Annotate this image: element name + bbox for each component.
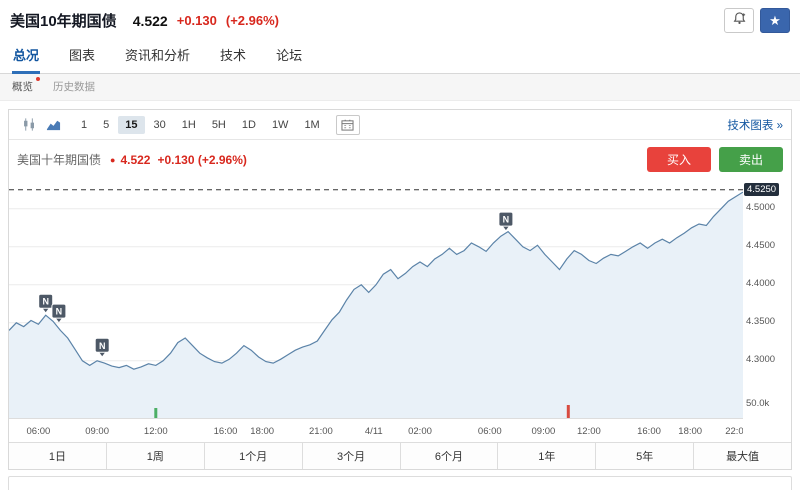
x-axis-label: 09:00 — [531, 426, 556, 437]
tech-chart-link[interactable]: 技术图表 » — [727, 119, 783, 132]
x-axis-label: 12:00 — [577, 426, 601, 437]
secondary-nav: 概览 历史数据 — [0, 74, 800, 101]
last-price: 4.522 — [132, 12, 168, 29]
tab-news-analysis[interactable]: 资讯和分析 — [125, 48, 191, 63]
x-axis-label: 12:00 — [143, 426, 168, 437]
range-1d[interactable]: 1日 — [9, 443, 107, 469]
range-5y[interactable]: 5年 — [596, 443, 695, 469]
interval-1d[interactable]: 1D — [241, 118, 256, 131]
x-axis-label: 18:00 — [250, 426, 275, 437]
watchlist-star-button[interactable]: ★ — [760, 8, 790, 33]
area-chart-icon — [46, 120, 60, 131]
tab-forum[interactable]: 论坛 — [276, 48, 303, 63]
tab-technical[interactable]: 技术 — [220, 48, 247, 63]
subtab-overview-label: 概览 — [12, 81, 33, 93]
interval-1h[interactable]: 1H — [181, 118, 196, 131]
tab-chart[interactable]: 图表 — [69, 48, 96, 63]
svg-text:N: N — [503, 215, 510, 225]
chart-price-change: +0.130 (+2.96%) — [157, 152, 247, 167]
bell-plus-icon — [732, 11, 747, 31]
y-axis-label: 4.3000 — [746, 353, 776, 365]
candlestick-icon — [23, 118, 34, 131]
x-axis-label: 22:00 — [725, 426, 743, 437]
chart-title-row: 美国十年期国债 ● 4.522 +0.130 (+2.96%) 买入 卖出 — [9, 140, 791, 176]
news-marker[interactable]: N — [38, 293, 54, 313]
svg-text:N: N — [99, 341, 106, 351]
red-dot-badge — [36, 77, 40, 81]
interval-1[interactable]: 1 — [81, 118, 88, 131]
instrument-title: 美国10年期国债 — [10, 13, 117, 30]
range-1w[interactable]: 1周 — [106, 443, 205, 469]
chart-last-price: 4.522 — [120, 152, 151, 167]
range-6m[interactable]: 6个月 — [400, 443, 499, 469]
chart-toolbar: 1 5 15 30 1H 5H 1D 1W 1M 技术图表 » — [9, 110, 791, 140]
instrument-header: 美国10年期国债 4.522 +0.130 (+2.96%) ★ — [0, 0, 800, 38]
interval-1m[interactable]: 1M — [304, 118, 320, 131]
x-axis-label: 16:00 — [213, 426, 238, 437]
range-3m[interactable]: 3个月 — [302, 443, 401, 469]
date-range-button[interactable] — [335, 114, 360, 135]
x-axis-label: 02:00 — [408, 426, 432, 437]
interval-1w[interactable]: 1W — [271, 118, 289, 131]
star-icon: ★ — [769, 13, 781, 28]
chart-widget: 1 5 15 30 1H 5H 1D 1W 1M 技术图表 » 美国十年期国债 … — [8, 109, 792, 470]
svg-text:N: N — [42, 297, 49, 307]
y-axis-label: 4.4500 — [746, 239, 776, 251]
subtab-overview[interactable]: 概览 — [12, 77, 40, 94]
x-axis-label: 4/11 — [364, 426, 383, 437]
interval-30[interactable]: 30 — [153, 118, 166, 131]
y-axis-label: 4.3500 — [746, 315, 776, 327]
interval-5[interactable]: 5 — [103, 118, 110, 131]
sell-button[interactable]: 卖出 — [718, 147, 783, 172]
svg-text:N: N — [56, 307, 63, 317]
subtab-historical-data[interactable]: 历史数据 — [53, 81, 95, 93]
range-max[interactable]: 最大值 — [694, 443, 791, 469]
price-dot-icon: ● — [110, 154, 116, 165]
volume-axis-label: 50.0k — [746, 398, 770, 409]
y-axis[interactable]: 4.5250 4.5000 4.4500 4.4000 4.3500 4.3000 50.0… — [743, 176, 789, 424]
area-chart-type-button[interactable] — [41, 115, 65, 135]
range-1y[interactable]: 1年 — [498, 443, 597, 469]
candlestick-chart-type-button[interactable] — [17, 115, 41, 135]
chart-instrument-name: 美国十年期国债 — [17, 153, 102, 167]
x-axis-label: 16:00 — [637, 426, 661, 437]
y-axis-label: 4.4000 — [746, 277, 776, 289]
interval-15[interactable]: 15 — [118, 115, 145, 134]
x-axis-label: 06:00 — [477, 426, 502, 437]
x-axis[interactable]: 06:00 09:00 12:00 16:00 18:00 21:00 4/11 02:00 0… — [9, 424, 744, 440]
news-marker[interactable]: N — [94, 337, 110, 357]
tab-overview[interactable]: 总况 — [12, 38, 41, 74]
main-nav-tabs: 总况 图表 资讯和分析 技术 论坛 — [0, 38, 800, 74]
interval-5h[interactable]: 5H — [211, 118, 226, 131]
news-marker[interactable]: N — [51, 303, 67, 323]
y-axis-label: 4.5000 — [746, 201, 776, 213]
create-alert-button[interactable] — [724, 8, 754, 33]
time-range-selector: 1日 1周 1个月 3个月 6个月 1年 5年 最大值 — [9, 442, 791, 469]
x-axis-label: 06:00 — [26, 426, 51, 437]
price-change: +0.130 — [176, 13, 217, 28]
x-axis-label: 21:00 — [309, 426, 333, 437]
price-change-percent: (+2.96%) — [225, 13, 279, 28]
x-axis-label: 09:00 — [85, 426, 109, 437]
x-axis-label: 18:00 — [678, 426, 703, 437]
calendar-icon — [341, 119, 354, 131]
next-section-edge — [8, 476, 792, 490]
buy-button[interactable]: 买入 — [646, 147, 711, 172]
last-price-axis-badge: 4.5250 — [744, 182, 780, 196]
range-1m[interactable]: 1个月 — [204, 443, 303, 469]
news-marker[interactable]: N — [498, 211, 514, 231]
